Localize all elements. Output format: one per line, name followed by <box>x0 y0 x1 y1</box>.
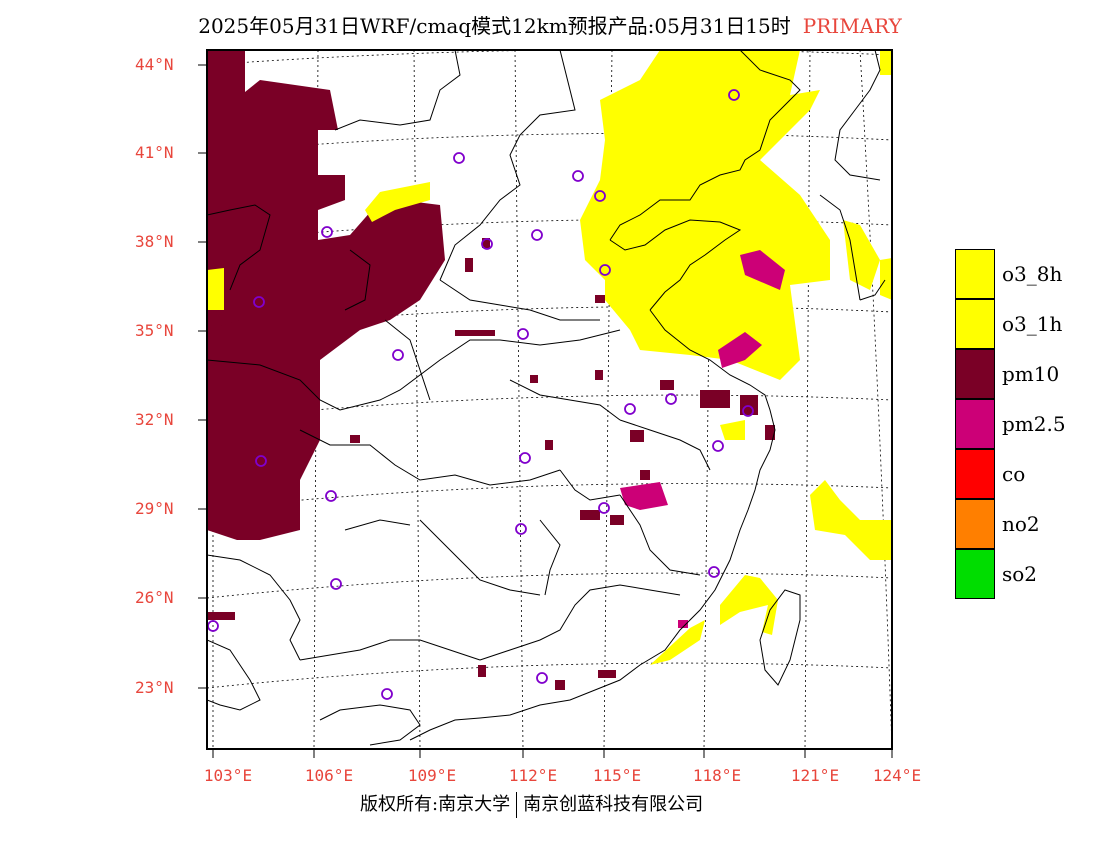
copyright-left: 版权所有:南京大学 <box>360 794 511 815</box>
o3-regions <box>207 50 892 665</box>
lat-label: 29°N <box>135 499 174 518</box>
map-title: 2025年05月31日WRF/cmaq模式12km预报产品:05月31日15时 P… <box>0 10 1100 39</box>
copyright-right: 南京创蓝科技有限公司 <box>523 794 704 815</box>
copyright-footer: 版权所有:南京大学 南京创蓝科技有限公司 <box>360 790 703 818</box>
legend-swatch <box>955 449 995 499</box>
legend-item-o3-8h: o3_8h <box>955 249 1095 299</box>
legend-swatch <box>955 299 995 349</box>
map-frame <box>206 49 893 750</box>
lon-label: 112°E <box>508 766 558 785</box>
legend-label: so2 <box>1002 562 1038 586</box>
legend-label: o3_1h <box>1002 312 1063 336</box>
legend-label: co <box>1002 462 1026 486</box>
pm25-regions <box>620 250 785 628</box>
lat-label: 41°N <box>135 143 174 162</box>
lon-label: 106°E <box>304 766 354 785</box>
lat-label: 26°N <box>135 588 174 607</box>
legend-label: pm10 <box>1002 362 1060 386</box>
legend-item-so2: so2 <box>955 549 1095 599</box>
legend-item-pm25: pm2.5 <box>955 399 1095 449</box>
lat-label: 44°N <box>135 55 174 74</box>
lon-label: 124°E <box>872 766 922 785</box>
legend-item-no2: no2 <box>955 499 1095 549</box>
legend-swatch <box>955 549 995 599</box>
legend-swatch <box>955 399 995 449</box>
legend-item-pm10: pm10 <box>955 349 1095 399</box>
lon-label: 121°E <box>790 766 840 785</box>
legend-swatch <box>955 499 995 549</box>
legend-item-o3-1h: o3_1h <box>955 299 1095 349</box>
lon-label: 115°E <box>592 766 642 785</box>
legend-swatch <box>955 249 995 299</box>
legend-label: o3_8h <box>1002 262 1063 286</box>
lon-label: 103°E <box>203 766 253 785</box>
station-markers <box>207 89 754 700</box>
legend-swatch <box>955 349 995 399</box>
lat-label: 23°N <box>135 678 174 697</box>
legend-label: pm2.5 <box>1002 412 1066 436</box>
footer-divider <box>516 792 518 818</box>
lat-label: 35°N <box>135 321 174 340</box>
axis-ticks <box>198 64 893 758</box>
lat-label: 32°N <box>135 410 174 429</box>
legend-item-co: co <box>955 449 1095 499</box>
title-text: 2025年05月31日WRF/cmaq模式12km预报产品:05月31日15时 <box>198 14 791 38</box>
boundaries <box>207 50 886 746</box>
legend-label: no2 <box>1002 512 1040 536</box>
lat-label: 38°N <box>135 232 174 251</box>
lon-label: 118°E <box>692 766 742 785</box>
lon-label: 109°E <box>407 766 457 785</box>
primary-tag: PRIMARY <box>802 14 902 38</box>
